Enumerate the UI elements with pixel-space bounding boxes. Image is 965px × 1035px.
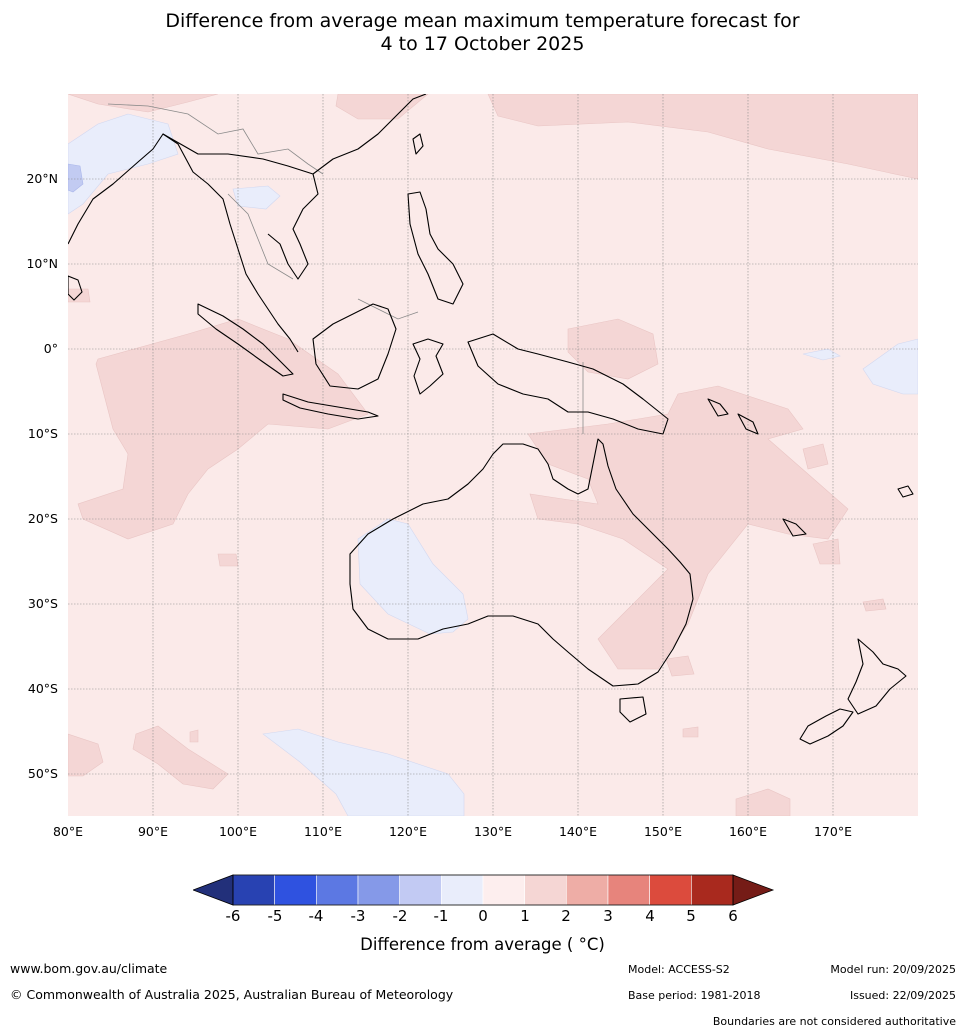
map-title: Difference from average mean maximum tem… — [0, 10, 965, 56]
tick-label: -1 — [433, 907, 449, 925]
colorbar-cell — [399, 874, 442, 906]
coastlines — [68, 94, 914, 745]
colorbar-cell — [566, 874, 609, 906]
lat-label-10s: 10°S — [27, 426, 58, 441]
lon-label-80e: 80°E — [52, 824, 84, 839]
lon-label-110e: 110°E — [303, 824, 342, 839]
tick-label: 0 — [478, 907, 488, 925]
colorbar — [193, 874, 775, 906]
colorbar-cell — [482, 874, 525, 906]
country-borders — [107, 103, 584, 434]
colorbar-cell — [691, 874, 734, 906]
graticule — [68, 94, 918, 816]
tick-label: 4 — [645, 907, 655, 925]
tick-label: -5 — [267, 907, 283, 925]
website-link[interactable]: www.bom.gov.au/climate — [10, 961, 168, 976]
colorbar-cell — [649, 874, 692, 906]
tick-label: 5 — [686, 907, 696, 925]
title-line-1: Difference from average mean maximum tem… — [165, 10, 800, 32]
colorbar-cell — [441, 874, 484, 906]
warm-anomaly-regions — [68, 94, 918, 816]
colorbar-cell — [524, 874, 567, 906]
colorbar-title: Difference from average ( °C) — [360, 935, 605, 954]
lat-label-0: 0° — [43, 341, 58, 356]
tick-label: 1 — [520, 907, 530, 925]
colorbar-cell — [607, 874, 650, 906]
lat-label-20n: 20°N — [26, 171, 58, 186]
lon-label-130e: 130°E — [473, 824, 512, 839]
copyright-text: © Commonwealth of Australia 2025, Austra… — [10, 987, 454, 1002]
tick-label: -4 — [308, 907, 324, 925]
colorbar-left-arrow — [193, 874, 234, 906]
model-name: Model: ACCESS-S2 — [628, 963, 730, 976]
cooler-anomaly-regions — [68, 163, 84, 193]
boundaries-disclaimer: Boundaries are not considered authoritat… — [712, 1015, 956, 1028]
lon-label-170e: 170°E — [813, 824, 852, 839]
lon-label-100e: 100°E — [218, 824, 257, 839]
lon-label-150e: 150°E — [643, 824, 682, 839]
lon-label-90e: 90°E — [137, 824, 169, 839]
lat-label-40s: 40°S — [27, 681, 58, 696]
lat-label-10n: 10°N — [26, 256, 58, 271]
title-line-2: 4 to 17 October 2025 — [380, 33, 585, 55]
lat-label-20s: 20°S — [27, 511, 58, 526]
model-run-date: Model run: 20/09/2025 — [830, 963, 956, 976]
tick-label: 2 — [561, 907, 571, 925]
forecast-map[interactable] — [68, 94, 918, 816]
lon-label-120e: 120°E — [388, 824, 427, 839]
colorbar-cell — [274, 874, 317, 906]
colorbar-right-arrow — [732, 874, 775, 906]
colorbar-cell — [316, 874, 359, 906]
base-period: Base period: 1981-2018 — [628, 989, 761, 1002]
cool-anomaly-regions — [68, 113, 918, 816]
lon-label-160e: 160°E — [728, 824, 767, 839]
lat-label-50s: 50°S — [27, 766, 58, 781]
tick-label: 3 — [603, 907, 613, 925]
tick-label: -2 — [392, 907, 408, 925]
colorbar-cell — [357, 874, 400, 906]
tick-label: -3 — [350, 907, 366, 925]
lon-label-140e: 140°E — [558, 824, 597, 839]
colorbar-cell — [232, 874, 275, 906]
tick-label: -6 — [225, 907, 241, 925]
tick-label: 6 — [728, 907, 738, 925]
lat-label-30s: 30°S — [27, 596, 58, 611]
issued-date: Issued: 22/09/2025 — [849, 989, 956, 1002]
